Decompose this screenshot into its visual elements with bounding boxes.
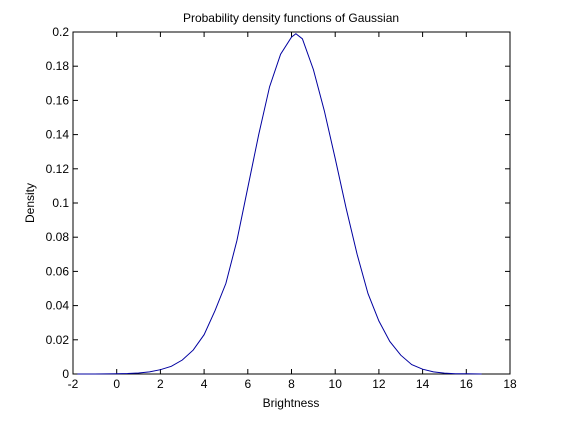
x-tick-label: -2: [68, 377, 79, 391]
x-ticks: -2 0 2 4 6 8 10 12 14 16 18: [68, 32, 517, 391]
x-tick-label: 12: [372, 377, 386, 391]
y-tick-label: 0.1: [52, 196, 69, 210]
y-tick-label: 0.2: [52, 25, 69, 39]
y-axis-title: Density: [23, 183, 37, 223]
x-tick-label: 14: [416, 377, 430, 391]
series-line: [77, 33, 482, 375]
y-tick-label: 0.16: [46, 93, 70, 107]
x-axis-title: Brightness: [263, 396, 320, 410]
plot-area: [72, 31, 511, 375]
x-tick-label: 10: [329, 377, 343, 391]
y-tick-label: 0: [62, 367, 69, 381]
x-tick-label: 8: [288, 377, 295, 391]
y-tick-label: 0.08: [46, 230, 70, 244]
y-tick-label: 0.02: [46, 333, 70, 347]
y-tick-label: 0.12: [46, 162, 70, 176]
y-tick-label: 0.04: [46, 299, 70, 313]
chart-title: Probability density functions of Gaussia…: [183, 11, 399, 25]
x-tick-label: 18: [503, 377, 517, 391]
y-tick-label: 0.18: [46, 59, 70, 73]
x-tick-label: 2: [157, 377, 164, 391]
y-tick-label: 0.06: [46, 264, 70, 278]
x-tick-label: 4: [201, 377, 208, 391]
x-tick-label: 16: [460, 377, 474, 391]
y-tick-label: 0.14: [46, 128, 70, 142]
y-ticks: 0 0.02 0.04 0.06 0.08 0.1 0.12 0.14 0.16 0.18 0.2: [46, 25, 510, 381]
x-tick-label: 0: [113, 377, 120, 391]
x-tick-label: 6: [244, 377, 251, 391]
